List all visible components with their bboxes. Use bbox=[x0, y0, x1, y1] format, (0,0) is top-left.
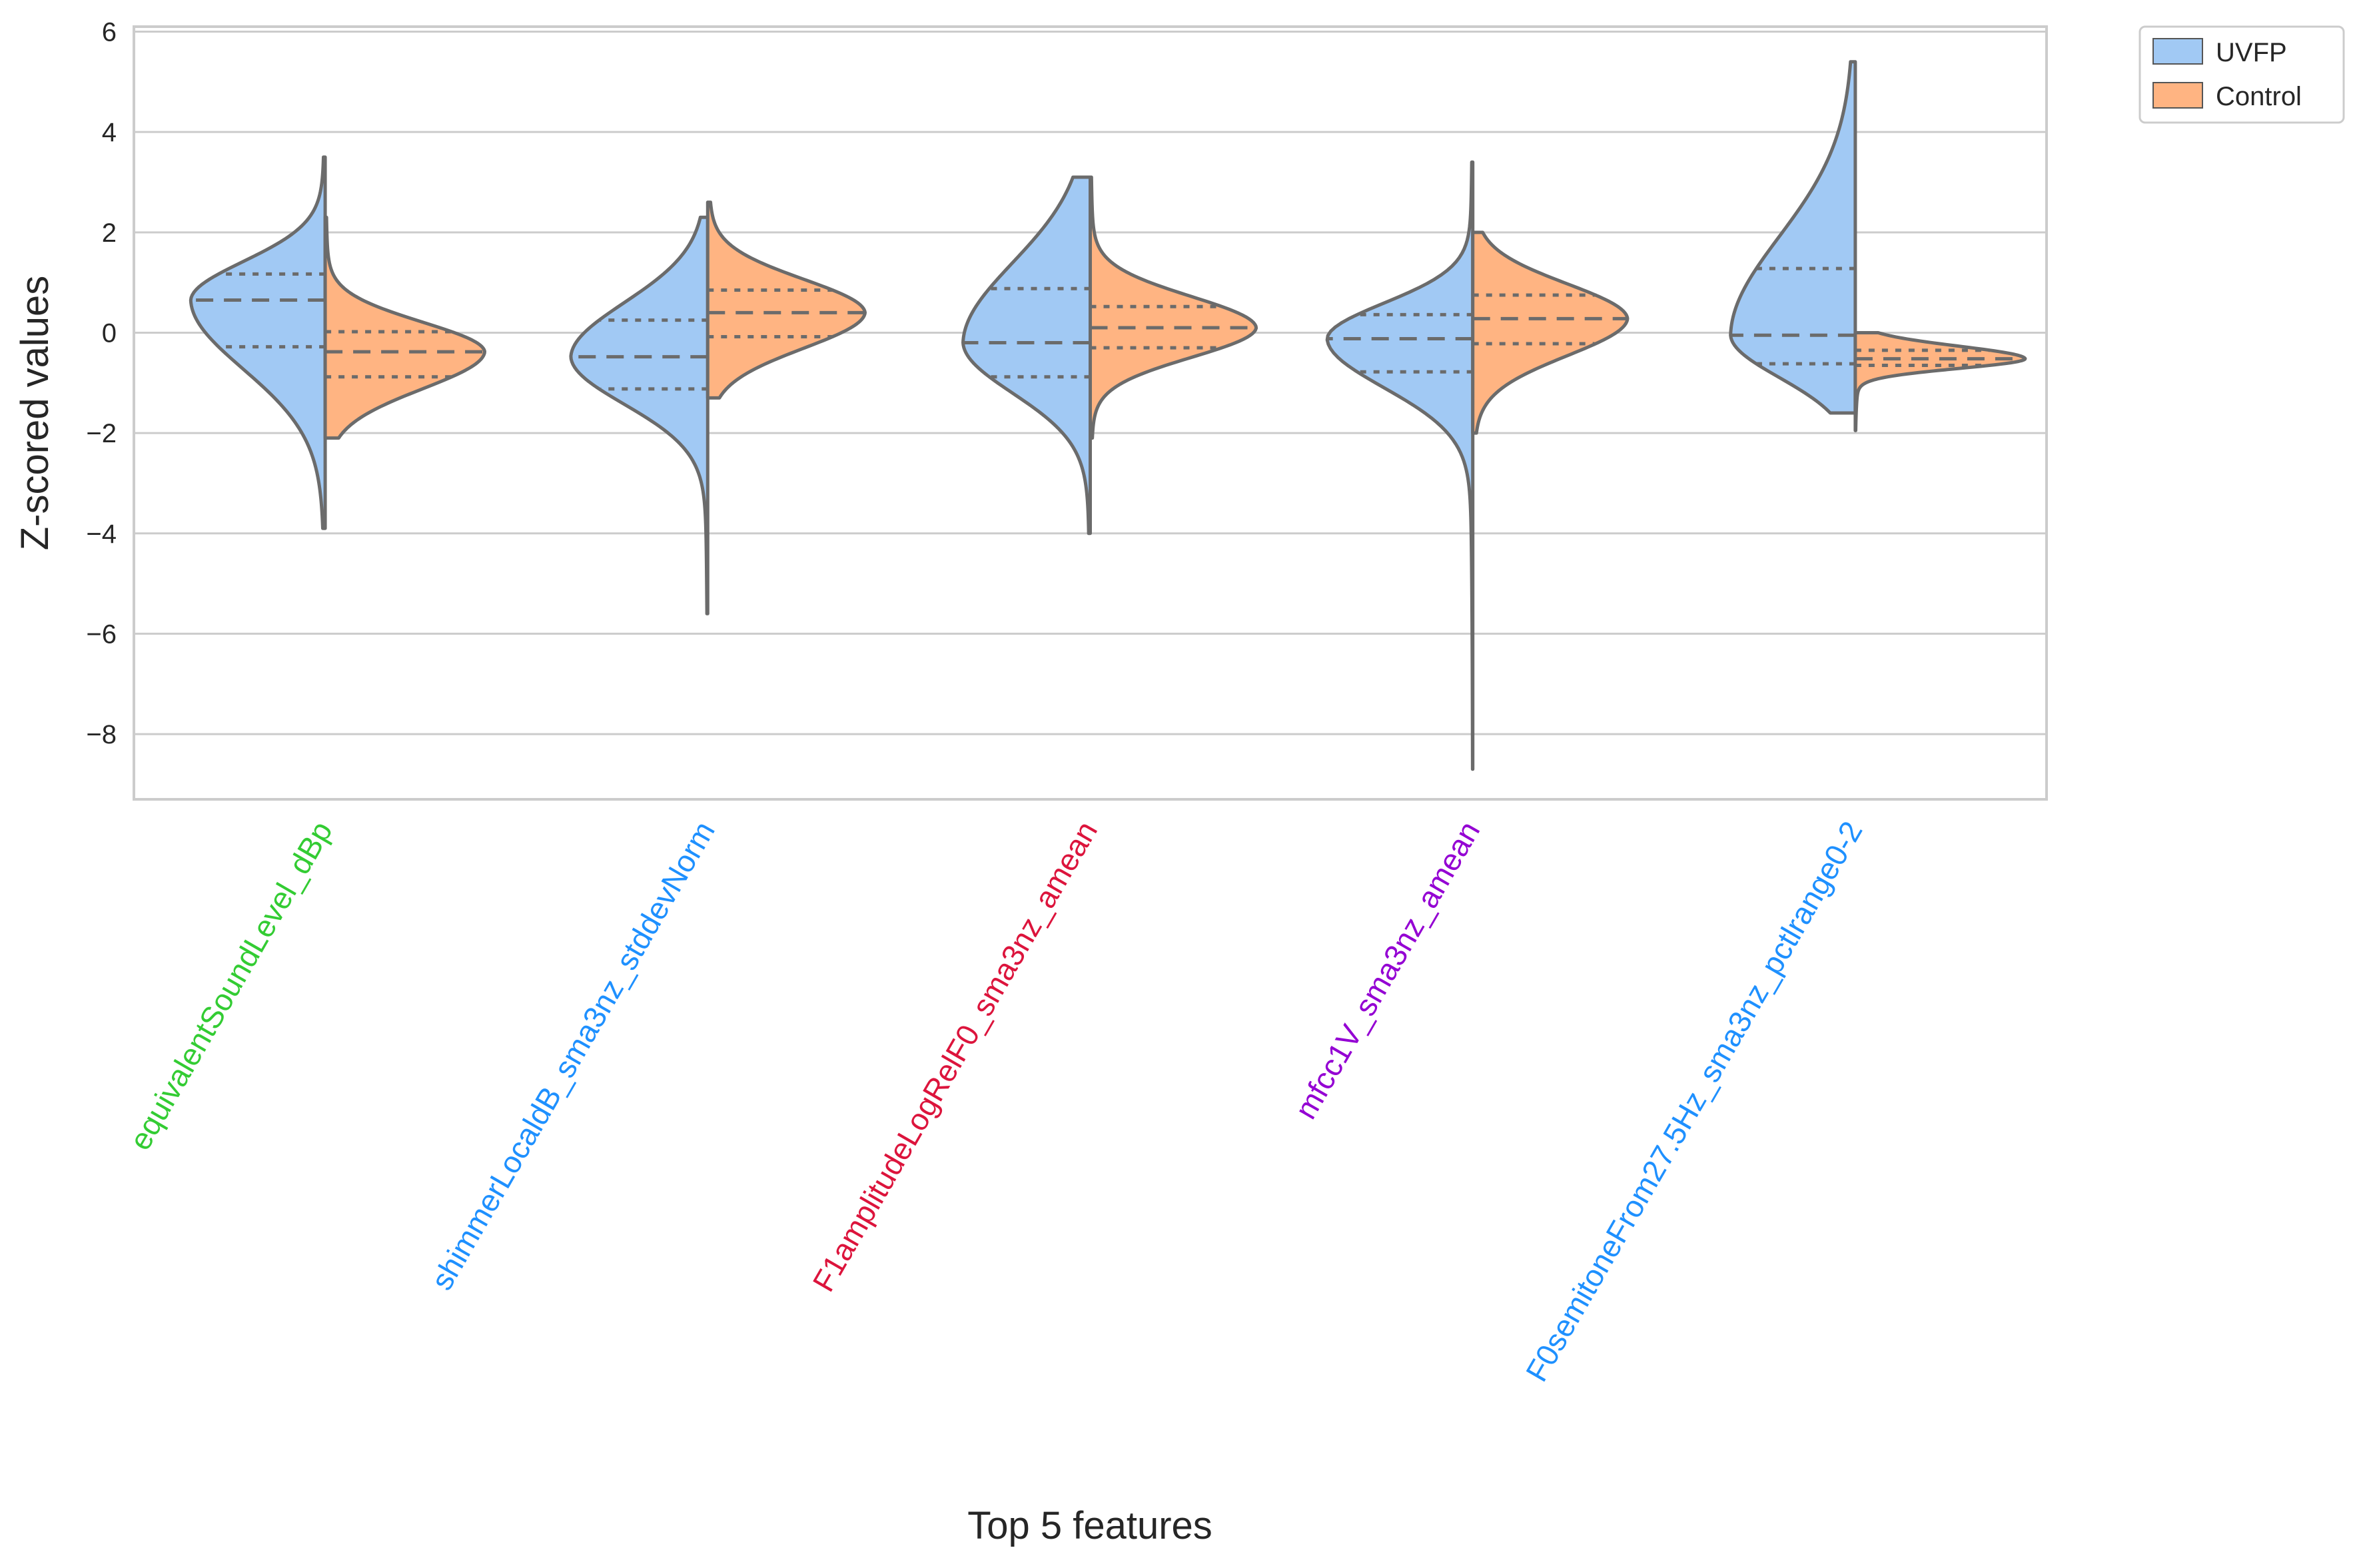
x-tick-labels: equivalentSoundLevel_dBp shimmerLocaldB_s… bbox=[123, 815, 1869, 1387]
violin-control-1 bbox=[706, 200, 867, 400]
x-tick-label: shimmerLocaldB_sma3nz_stddevNorm bbox=[424, 815, 721, 1296]
y-axis-title: Z-scored values bbox=[13, 276, 57, 551]
x-tick-label: F0semitoneFrom27.5Hz_sma3nz_pctlrange0-2 bbox=[1519, 815, 1869, 1387]
violin-control-0 bbox=[323, 215, 487, 440]
y-tick-label: −2 bbox=[86, 419, 117, 448]
violin-uvfp-1 bbox=[569, 215, 710, 615]
violin-uvfp-4 bbox=[1729, 60, 1857, 415]
x-axis-title: Top 5 features bbox=[967, 1504, 1212, 1547]
legend-swatch-control bbox=[2152, 82, 2203, 109]
legend-label-uvfp: UVFP bbox=[2216, 38, 2287, 67]
violin-uvfp-3 bbox=[1325, 160, 1475, 771]
y-tick-label: −4 bbox=[86, 520, 117, 549]
y-tick-label: −8 bbox=[86, 720, 117, 749]
legend: UVFP Control bbox=[2138, 25, 2345, 124]
legend-label-control: Control bbox=[2216, 82, 2302, 111]
y-tick-label: −6 bbox=[86, 619, 117, 649]
legend-swatch-uvfp bbox=[2152, 38, 2203, 65]
y-tick-label: 2 bbox=[102, 218, 117, 248]
x-tick-label: F1amplitudeLogRelF0_sma3nz_amean bbox=[805, 815, 1104, 1298]
violin-control-4 bbox=[1853, 330, 2027, 432]
y-tick-label: 6 bbox=[102, 18, 117, 47]
x-tick-label: equivalentSoundLevel_dBp bbox=[123, 815, 339, 1156]
y-tick-labels: −8 −6 −4 −2 0 2 4 6 bbox=[86, 18, 117, 750]
violin-uvfp-2 bbox=[961, 175, 1092, 536]
plot-frame bbox=[133, 25, 2048, 801]
violin-control-3 bbox=[1471, 230, 1630, 435]
y-tick-label: 0 bbox=[102, 318, 117, 348]
y-tick-label: 4 bbox=[102, 118, 117, 147]
violins bbox=[189, 60, 2027, 771]
x-tick-label: mfcc1V_sma3nz_amean bbox=[1288, 815, 1486, 1124]
violin-uvfp-0 bbox=[189, 155, 327, 530]
